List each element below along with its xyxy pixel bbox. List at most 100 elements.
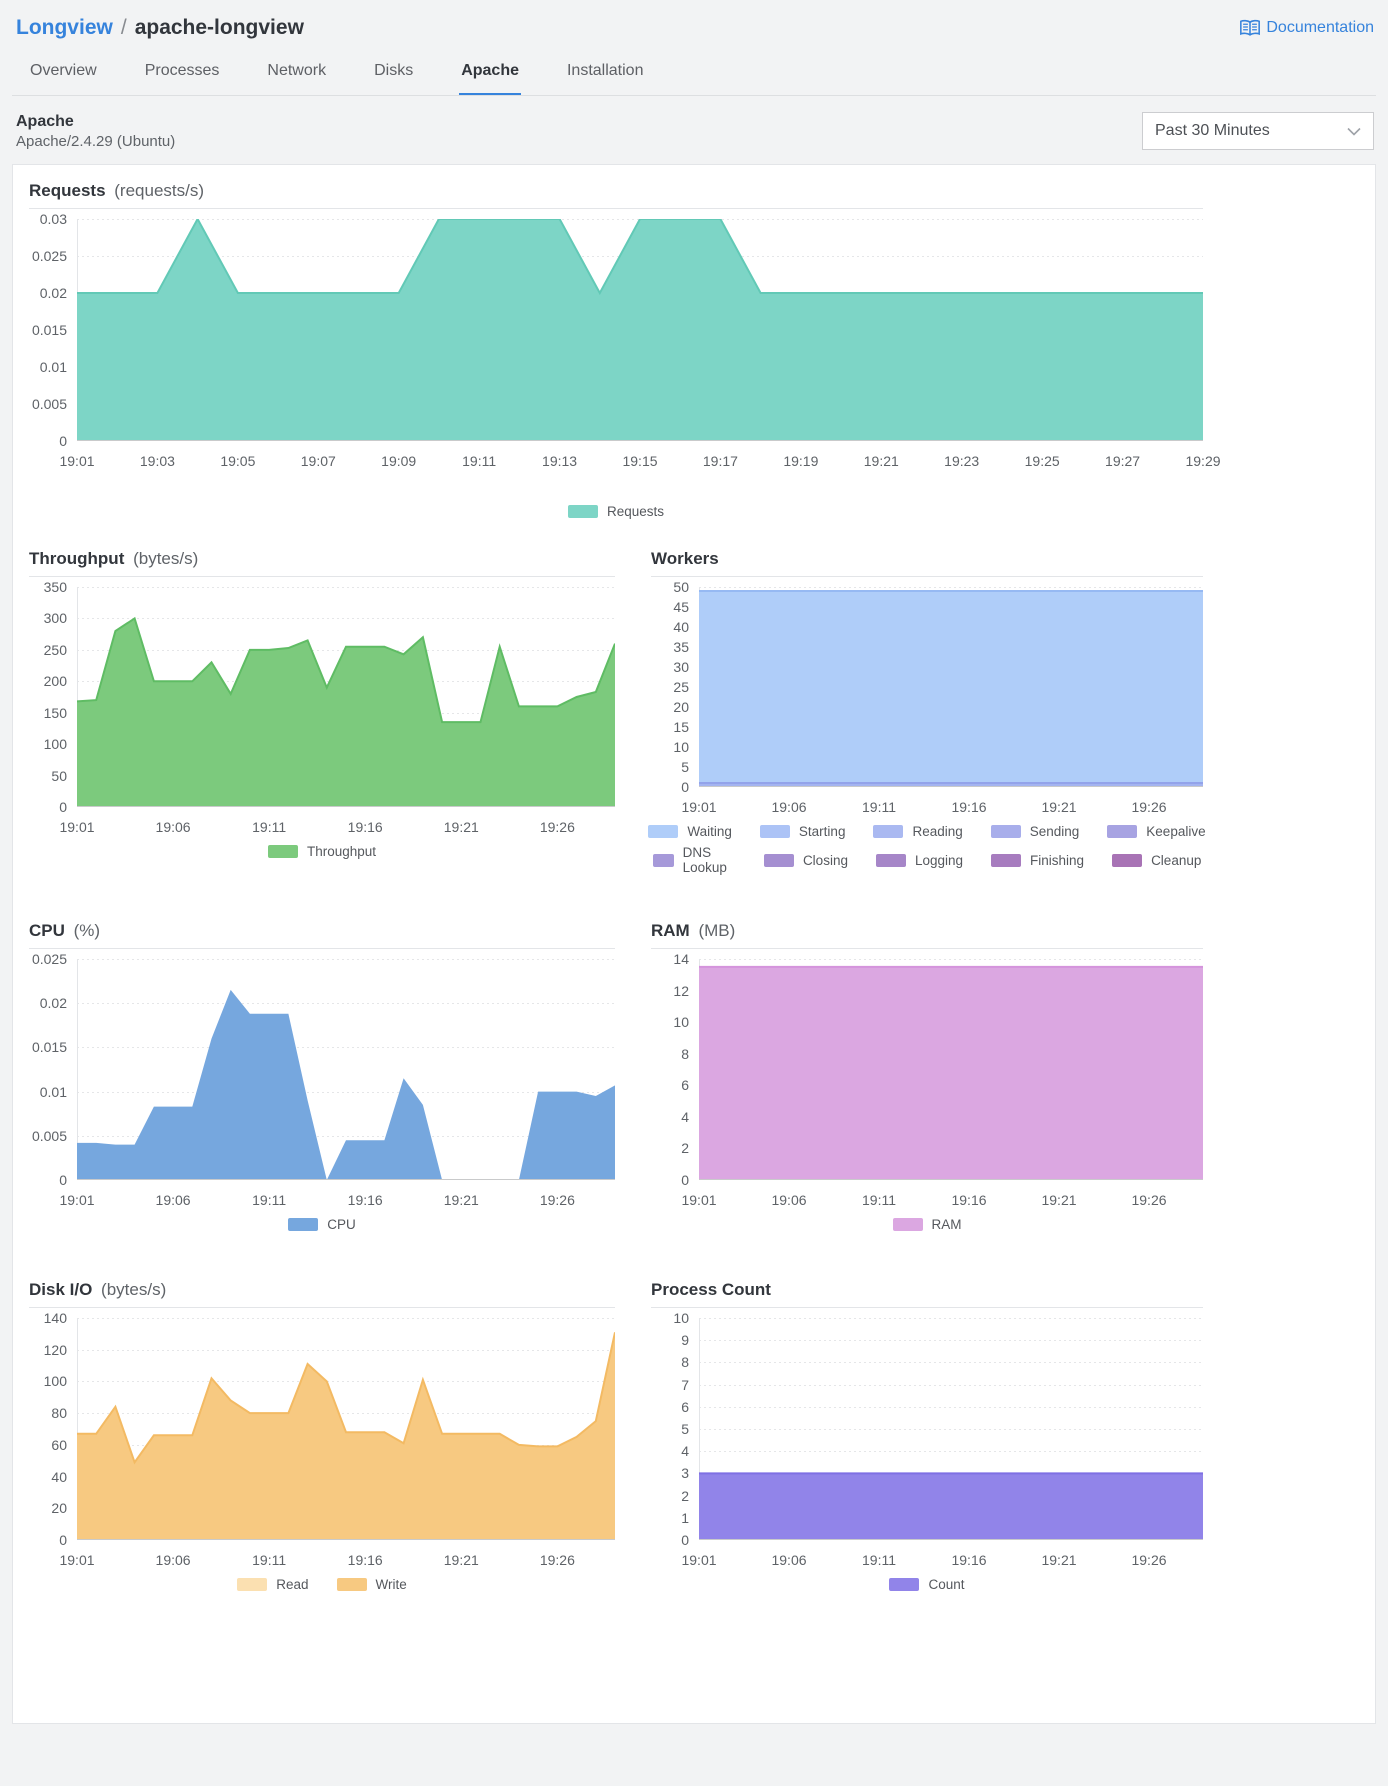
y-tick-label: 6 [681, 1077, 689, 1094]
legend-row: DNS Lookup Closing Logging Finishing Cleanup [639, 845, 1216, 875]
chart-unit-text: (%) [73, 921, 101, 940]
legend-row: CPU [274, 1217, 370, 1232]
time-range-select[interactable]: Past 30 Minutes [1142, 112, 1374, 150]
y-tick-label: 0 [681, 1172, 689, 1188]
breadcrumb-link-longview[interactable]: Longview [16, 16, 113, 39]
throughput-svg [76, 587, 616, 807]
x-tick-label: 19:27 [1105, 453, 1141, 469]
ram-area-chart: 0 2 4 6 8 10 12 14 19:01 19:06 19:11 19:16 19:21 19:2… [651, 951, 1203, 1209]
legend-swatch [652, 853, 674, 867]
tab-installation[interactable]: Installation [566, 62, 644, 79]
x-tick-label: 19:13 [542, 453, 578, 469]
chart-unit-text: (MB) [698, 921, 736, 940]
x-tick-label: 19:19 [783, 453, 819, 469]
x-tick-label: 19:06 [771, 1552, 807, 1568]
title-divider [29, 208, 1203, 209]
x-axis: 19:01 19:06 19:11 19:16 19:21 19:26 [59, 1545, 615, 1569]
chart-title-text: Process Count [651, 1280, 771, 1299]
legend-label: Closing [802, 852, 848, 868]
y-axis: 0 0.005 0.01 0.015 0.02 0.025 0.03 [29, 211, 77, 449]
y-tick-label: 50 [673, 579, 689, 595]
x-tick-label: 19:03 [139, 453, 175, 469]
y-tick-label: 80 [51, 1405, 67, 1422]
x-tick-label: 19:16 [951, 799, 987, 815]
tab-disks[interactable]: Disks [374, 62, 414, 79]
x-tick-label: 19:16 [347, 819, 383, 835]
y-tick-label: 1 [681, 1509, 689, 1526]
legend-item: Logging [875, 852, 964, 868]
chart-section-workers: Workers 0 5 10 15 20 25 30 35 40 45 50 19:01 19:06 19… [648, 549, 1206, 875]
x-tick-label: 19:21 [443, 819, 479, 835]
ram-svg [699, 959, 1203, 1180]
cpu-area-chart: 0 0.005 0.01 0.015 0.02 0.025 19:01 19:06 19:11 1… [29, 951, 615, 1209]
section-title: Apache [16, 113, 74, 130]
chart-title-text: Throughput [29, 549, 125, 568]
legend-swatch [873, 825, 904, 838]
tab-network[interactable]: Network [267, 62, 327, 79]
legend-row: Count [875, 1577, 978, 1592]
y-tick-label: 20 [673, 699, 689, 715]
chart-section-throughput: Throughput (bytes/s) 0 50 100 150 200 250 300 3… [29, 549, 616, 875]
legend-item: Requests [567, 504, 665, 519]
legend-item: Reading [873, 824, 963, 839]
y-tick-label: 100 [43, 736, 67, 753]
y-tick-label: 140 [43, 1310, 67, 1326]
y-tick-label: 14 [673, 951, 689, 967]
x-tick-label: 19:16 [951, 1192, 987, 1208]
chart-title-process-count: Process Count [651, 1280, 1203, 1300]
chevron-down-icon [1347, 127, 1361, 136]
y-tick-label: 6 [681, 1398, 689, 1415]
x-tick-label: 19:21 [1041, 1192, 1077, 1208]
y-tick-label: 120 [43, 1341, 67, 1358]
y-tick-label: 0.03 [39, 211, 67, 227]
x-tick-label: 19:11 [862, 799, 896, 815]
tab-apache[interactable]: Apache [459, 54, 521, 95]
legend-row: RAM [879, 1217, 976, 1232]
ram-legend: RAM [651, 1217, 1203, 1232]
chart-section-disk-io: Disk I/O (bytes/s) 0 20 40 60 80 100 120 140 19:… [29, 1280, 616, 1592]
x-tick-label: 19:01 [59, 453, 95, 469]
chart-title-disk-io: Disk I/O (bytes/s) [29, 1280, 615, 1300]
x-tick-label: 19:26 [1131, 1192, 1167, 1208]
x-tick-label: 19:01 [681, 1552, 717, 1568]
legend-label: Write [375, 1577, 407, 1592]
x-tick-label: 19:21 [1041, 799, 1077, 815]
legend-item: Finishing [991, 853, 1084, 868]
y-tick-label: 0 [681, 779, 689, 795]
chart-title-throughput: Throughput (bytes/s) [29, 549, 615, 569]
legend-label: Logging [914, 852, 964, 868]
legend-item: CPU [288, 1217, 356, 1232]
workers-svg [699, 587, 1203, 787]
title-divider [29, 948, 615, 949]
y-axis: 0 5 10 15 20 25 30 35 40 45 50 [651, 579, 699, 795]
chart-section-ram: RAM (MB) 0 2 4 6 8 10 12 14 19:01 19:06 19:11 19:16… [651, 921, 1203, 1232]
tab-processes[interactable]: Processes [144, 62, 220, 79]
chart-title-text: Disk I/O [29, 1280, 93, 1299]
legend-label: RAM [931, 1217, 962, 1232]
legend-item: Write [336, 1577, 407, 1592]
y-tick-label: 0.01 [39, 359, 67, 375]
y-tick-label: 10 [673, 1310, 689, 1326]
title-divider [651, 576, 1203, 577]
breadcrumb-separator: / [120, 16, 127, 39]
throughput-legend: Throughput [29, 844, 615, 859]
y-tick-label: 350 [43, 579, 67, 595]
legend-label: CPU [327, 1217, 356, 1232]
y-tick-label: 0.02 [39, 995, 67, 1012]
y-tick-label: 0.025 [31, 248, 67, 264]
y-tick-label: 5 [681, 759, 689, 775]
requests-svg [77, 216, 1203, 441]
chart-title-text: Workers [651, 549, 719, 568]
legend-item: Waiting [648, 824, 732, 839]
tab-overview[interactable]: Overview [30, 62, 97, 79]
y-tick-label: 5 [681, 1421, 689, 1437]
legend-label: Requests [606, 504, 665, 519]
documentation-link[interactable]: Documentation [1239, 19, 1374, 37]
chart-title-text: Requests [29, 181, 106, 200]
x-tick-label: 19:21 [1041, 1552, 1077, 1568]
legend-swatch [892, 1218, 923, 1231]
x-tick-label: 19:01 [59, 1552, 95, 1568]
y-tick-label: 300 [43, 610, 67, 627]
x-tick-label: 19:29 [1185, 453, 1221, 469]
legend-label: DNS Lookup [682, 845, 727, 875]
